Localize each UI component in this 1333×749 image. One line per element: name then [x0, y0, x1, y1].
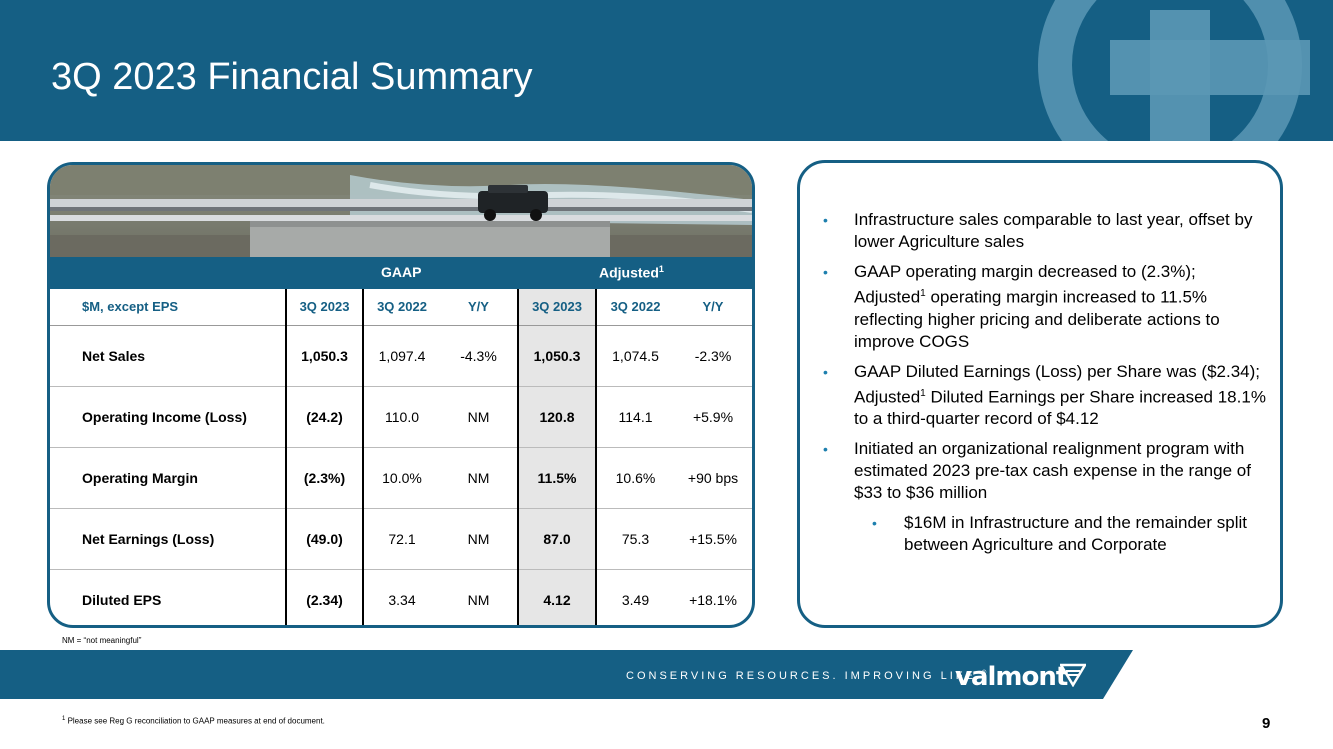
footer-band [0, 650, 1133, 699]
table-cell: +15.5% [674, 508, 752, 570]
column-header: 3Q 2023 [517, 289, 596, 326]
financial-table-card: GAAP Adjusted1 $M, except EPS 3Q 2023 3Q… [47, 162, 755, 628]
row-label: Net Earnings (Loss) [50, 508, 286, 570]
table-cell: 1,050.3 [285, 325, 363, 387]
table-cell: NM [440, 508, 518, 570]
footnote: 1 Please see Reg G reconciliation to GAA… [62, 716, 325, 726]
list-item: • GAAP operating margin decreased to (2.… [823, 262, 1220, 351]
table-cell: 1,097.4 [362, 325, 440, 387]
table-cell: NM [440, 386, 518, 448]
bullet-icon: • [823, 212, 828, 228]
list-item: • Initiated an organizational realignmen… [823, 439, 1251, 503]
brand-tagline: CONSERVING RESOURCES. IMPROVING LIFE.® [626, 670, 987, 682]
header-bar: 3Q 2023 Financial Summary [0, 0, 1333, 141]
list-item: • Infrastructure sales comparable to las… [823, 210, 1253, 251]
table-cell: 114.1 [595, 386, 674, 448]
table-cell: (24.2) [285, 386, 363, 448]
row-label: Operating Margin [50, 447, 286, 509]
row-label: Diluted EPS [82, 591, 162, 608]
table-header-row: $M, except EPS 3Q 2023 3Q 2022 Y/Y 3Q 20… [50, 289, 752, 326]
column-header: Y/Y [674, 289, 752, 326]
table-cell: 110.0 [362, 386, 440, 448]
list-item: • GAAP Diluted Earnings (Loss) per Share… [823, 361, 1266, 429]
table-row: Diluted EPS (2.34) 3.34 NM 4.12 3.49 +18… [50, 569, 752, 625]
row-label: Operating Income (Loss) [50, 386, 286, 448]
table-cell: -2.3% [674, 325, 752, 387]
page-number: 9 [1262, 715, 1271, 732]
table-cell: (49.0) [285, 508, 363, 570]
brand-wordmark: valmont [955, 662, 1068, 692]
table-cell: (2.34) [285, 569, 363, 625]
bullet-icon: • [823, 264, 828, 280]
adjusted-group-label: Adjusted1 [599, 264, 664, 281]
bullet-icon: • [823, 441, 828, 458]
nm-note: NM = “not meaningful” [62, 636, 142, 645]
page-title: 3Q 2023 Financial Summary [51, 56, 533, 98]
column-header: 3Q 2023 [285, 289, 363, 326]
column-group-band: GAAP Adjusted1 [50, 257, 752, 289]
table-row: Net Sales 1,050.3 1,097.4 -4.3% 1,050.3 … [50, 325, 752, 387]
bullet-icon: • [872, 515, 877, 532]
column-header: 3Q 2022 [362, 289, 440, 326]
table-row: Operating Income (Loss) (24.2) 110.0 NM … [50, 386, 752, 448]
table-cell: 1,050.3 [517, 325, 596, 387]
table-cell: +18.1% [689, 591, 737, 608]
table-cell: 87.0 [517, 508, 596, 570]
table-cell: 11.5% [517, 447, 596, 509]
table-row: Net Earnings (Loss) (49.0) 72.1 NM 87.0 … [50, 508, 752, 570]
table-cell: 10.6% [595, 447, 674, 509]
bridge-photo [50, 165, 752, 257]
column-header: Y/Y [440, 289, 518, 326]
valmont-v-icon [1060, 663, 1086, 687]
table-cell: 75.3 [595, 508, 674, 570]
table-cell: 10.0% [362, 447, 440, 509]
row-label: Net Sales [50, 325, 286, 387]
table-cell: +5.9% [674, 386, 752, 448]
gaap-group-label: GAAP [381, 264, 422, 280]
table-cell: 1,074.5 [595, 325, 674, 387]
table-cell: 3.34 [362, 569, 440, 625]
table-cell: 3.49 [595, 569, 674, 625]
table-cell: (2.3%) [285, 447, 363, 509]
table-row: Operating Margin (2.3%) 10.0% NM 11.5% 1… [50, 447, 752, 509]
highlights-list: • Infrastructure sales comparable to las… [820, 209, 1266, 564]
financial-summary-table: $M, except EPS 3Q 2023 3Q 2022 Y/Y 3Q 20… [50, 289, 752, 625]
valmont-mark-icon [1038, 0, 1310, 141]
sub-list-item: • $16M in Infrastructure and the remaind… [872, 513, 1248, 555]
column-header: 3Q 2022 [595, 289, 674, 326]
table-cell: NM [467, 591, 490, 608]
table-cell: +90 bps [674, 447, 752, 509]
table-cell: 120.8 [517, 386, 596, 448]
table-cell: 4.12 [517, 569, 596, 625]
table-cell: -4.3% [440, 325, 518, 387]
table-cell: NM [440, 447, 518, 509]
highlights-card: • Infrastructure sales comparable to las… [797, 160, 1283, 628]
column-header: $M, except EPS [50, 289, 286, 326]
bullet-icon: • [823, 363, 828, 380]
table-cell: 72.1 [362, 508, 440, 570]
